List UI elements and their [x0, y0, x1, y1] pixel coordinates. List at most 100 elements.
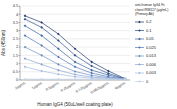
x-axis-title: Human IgG4 (50uL/well coating plate)	[37, 102, 113, 107]
point	[57, 47, 60, 50]
legend-line	[135, 56, 144, 57]
point	[124, 78, 127, 80]
point	[90, 69, 93, 72]
tick-label: 3.5	[13, 21, 18, 25]
grid-line	[20, 6, 130, 7]
legend-marker	[138, 63, 141, 66]
legend-line	[135, 81, 144, 82]
point	[57, 33, 60, 36]
point	[24, 46, 27, 49]
tick-label: 4	[16, 13, 18, 17]
tick-label: 0.5	[13, 70, 18, 74]
plot	[24, 15, 127, 80]
point	[24, 78, 27, 80]
category-label: 2μg/mL	[14, 81, 26, 90]
point	[40, 78, 43, 80]
tick-label: 3	[16, 29, 18, 33]
series-line	[25, 67, 125, 79]
y-axis	[20, 6, 21, 80]
series-line	[25, 79, 125, 80]
point	[57, 56, 60, 59]
point	[90, 78, 93, 80]
legend-marker	[138, 38, 141, 41]
point	[57, 39, 60, 42]
point	[57, 69, 60, 72]
point	[107, 77, 110, 80]
tick-label: 2	[16, 45, 18, 49]
legend-marker	[138, 21, 141, 24]
tick-label: 1.5	[13, 54, 18, 58]
grid-line	[20, 55, 130, 56]
point	[90, 61, 93, 64]
point	[74, 61, 77, 64]
point	[124, 77, 127, 80]
legend-label: 0.05	[146, 36, 155, 41]
series-line	[25, 26, 125, 79]
series-line	[25, 19, 125, 79]
grid-line	[20, 30, 130, 31]
tick-label: 0	[16, 78, 18, 82]
legend-label: 0.1	[146, 28, 152, 33]
point	[74, 47, 77, 50]
y-axis-title: Abs (450nm)	[1, 30, 6, 56]
point	[40, 21, 43, 24]
legend-line	[135, 22, 144, 23]
legend-label: 0.013	[146, 53, 157, 58]
point	[124, 78, 127, 80]
legend-marker	[138, 46, 141, 49]
point	[24, 34, 27, 37]
point	[24, 66, 27, 69]
grid-line	[20, 38, 130, 39]
tick-label: 1	[16, 62, 18, 66]
series-line	[25, 47, 125, 79]
point	[40, 34, 43, 37]
point	[74, 70, 77, 73]
legend-label: 0.003	[146, 70, 157, 75]
point	[124, 78, 127, 80]
legend-line	[135, 73, 144, 74]
point	[107, 78, 110, 80]
point	[57, 63, 60, 66]
chart: 0 0.5 1 1.5 2 2.5 3 3.5 4 4.5 2μg/mL 1μg/mL0.5μg/mL…	[0, 0, 177, 109]
point	[74, 54, 77, 57]
point	[107, 70, 110, 73]
point	[107, 78, 110, 80]
legend-marker	[138, 80, 141, 83]
point	[57, 73, 60, 76]
legend-title: (Primary Ab)	[135, 12, 154, 16]
legend-label: 0.025	[146, 45, 157, 50]
legend-label: 0.006	[146, 62, 157, 67]
legend-label: 0.2	[146, 19, 152, 24]
legend-marker	[138, 29, 141, 32]
point	[40, 44, 43, 47]
series-line	[25, 16, 125, 79]
category-label: 0.5μg/mL	[45, 81, 60, 92]
category-label: 0.0625μg/mL	[90, 81, 110, 95]
legend-marker	[138, 55, 141, 58]
point	[74, 78, 77, 80]
legend-line	[135, 39, 144, 40]
point	[24, 57, 27, 60]
legend-title: clone#RM117 (μg/mL)	[135, 8, 168, 12]
point	[40, 54, 43, 57]
legend-marker	[138, 72, 141, 75]
point	[57, 78, 60, 80]
legend-title: anti-human IgG4 Fc	[135, 3, 165, 7]
tick-label: 4.5	[13, 4, 18, 8]
legend-line	[135, 30, 144, 31]
series-line	[25, 36, 125, 80]
category-label: 1μg/mL	[31, 81, 43, 90]
point	[40, 70, 43, 73]
point	[24, 24, 27, 27]
point	[90, 72, 93, 75]
category-label: 0.25μg/mL	[60, 81, 76, 93]
legend-line	[135, 47, 144, 48]
point	[124, 78, 127, 80]
tick-label: 2.5	[13, 37, 18, 41]
point	[90, 65, 93, 68]
series-line	[25, 59, 125, 80]
point	[24, 18, 27, 21]
point	[74, 66, 77, 69]
grid-line	[20, 22, 130, 23]
point	[40, 26, 43, 29]
